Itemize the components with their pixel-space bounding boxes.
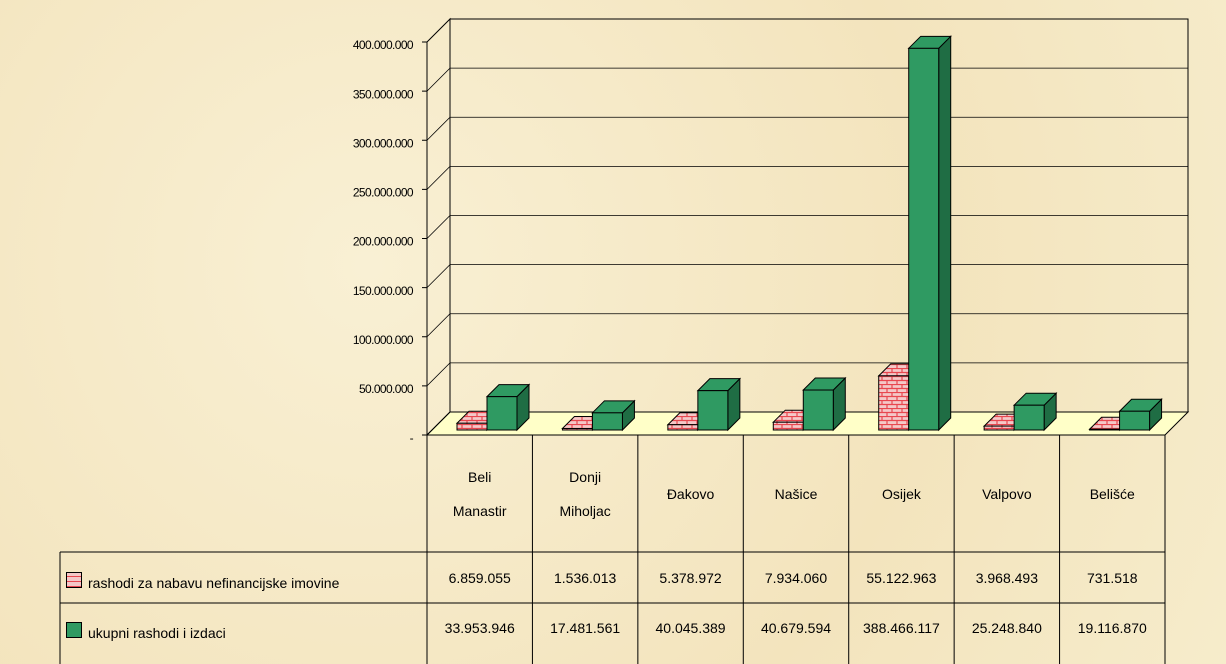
data-label: 1.536.013 bbox=[553, 569, 617, 586]
category-cell: Osijek bbox=[849, 435, 954, 552]
data-label: 3.968.493 bbox=[975, 569, 1038, 586]
value-cell: 1.536.013 bbox=[532, 552, 637, 603]
data-label: 25.248.840 bbox=[971, 620, 1042, 636]
bar-side bbox=[938, 35, 952, 432]
bar-front bbox=[1013, 404, 1045, 431]
y-tick-label: 400.000.000 bbox=[353, 38, 414, 52]
value-cell: 19.116.870 bbox=[1060, 603, 1165, 653]
y-tick-label: 150.000.000 bbox=[353, 284, 414, 298]
bar bbox=[591, 399, 636, 432]
category-cell: Našice bbox=[743, 435, 848, 552]
grid-line bbox=[426, 116, 1188, 141]
value-cell: 7.934.060 bbox=[743, 552, 848, 603]
x-tick-label: Osijek bbox=[881, 485, 921, 502]
data-label: 19.116.870 bbox=[1077, 620, 1147, 636]
bar-front bbox=[456, 422, 488, 431]
y-tick-label: 250.000.000 bbox=[353, 186, 414, 200]
value-cell: 6.859.055 bbox=[427, 552, 532, 603]
bar-front bbox=[486, 396, 518, 431]
bar-front bbox=[1119, 410, 1151, 431]
value-cell: 33.953.946 bbox=[427, 603, 532, 653]
value-cell: 40.045.389 bbox=[638, 603, 743, 653]
x-tick-label: Valpovo bbox=[982, 485, 1032, 502]
legend-label: rashodi za nabavu nefinancijske imovine bbox=[88, 575, 340, 591]
bar-front bbox=[561, 427, 593, 431]
data-label: 33.953.946 bbox=[444, 620, 515, 636]
legend-key bbox=[66, 572, 82, 588]
y-tick-label: 100.000.000 bbox=[353, 333, 414, 347]
bar-front bbox=[1089, 428, 1121, 431]
category-cell: Belišće bbox=[1060, 435, 1165, 552]
bar-front bbox=[908, 47, 940, 431]
bar bbox=[485, 383, 531, 432]
category-cell: Đakovo bbox=[638, 435, 743, 552]
y-tick-label: - bbox=[410, 431, 414, 445]
value-cell: 731.518 bbox=[1060, 552, 1165, 603]
data-label: 388.466.117 bbox=[863, 620, 940, 636]
value-cell: 17.481.561 bbox=[532, 603, 637, 653]
legend-entry: rashodi za nabavu nefinancijske imovine bbox=[60, 552, 427, 603]
category-cell: Valpovo bbox=[954, 435, 1059, 552]
bar-front bbox=[667, 424, 699, 431]
value-cell: 388.466.117 bbox=[849, 603, 954, 653]
y-tick-label: 300.000.000 bbox=[353, 136, 414, 150]
y-tick-label: 200.000.000 bbox=[353, 235, 414, 249]
category-cell: Beli Manastir bbox=[427, 435, 532, 552]
bar-front bbox=[697, 390, 729, 431]
legend-entry: ukupni rashodi i izdaci bbox=[60, 603, 427, 653]
x-tick-label: Donji Miholjac bbox=[559, 468, 611, 519]
grid-line bbox=[426, 165, 1188, 190]
value-cell: 25.248.840 bbox=[954, 603, 1059, 653]
data-label: 40.679.594 bbox=[760, 620, 832, 636]
bar-front bbox=[591, 412, 623, 431]
y-tick-label: 50.000.000 bbox=[359, 382, 414, 396]
bar bbox=[1012, 391, 1058, 432]
grid-line bbox=[426, 362, 1188, 387]
bar-front bbox=[802, 389, 834, 431]
data-label: 5.378.972 bbox=[659, 569, 722, 586]
bar-front bbox=[772, 421, 804, 431]
grid-line bbox=[426, 67, 1188, 92]
value-cell: 5.378.972 bbox=[638, 552, 743, 603]
bar bbox=[907, 35, 952, 432]
data-label: 55.122.963 bbox=[866, 569, 937, 586]
bar bbox=[1118, 398, 1163, 432]
x-tick-label: Našice bbox=[774, 485, 818, 502]
x-tick-label: Beli Manastir bbox=[452, 468, 507, 519]
legend-key bbox=[66, 622, 82, 638]
grid-line bbox=[426, 215, 1188, 239]
x-tick-label: Đakovo bbox=[666, 485, 715, 502]
data-label: 40.045.389 bbox=[655, 620, 726, 636]
value-cell: 40.679.594 bbox=[743, 603, 848, 653]
data-label: 7.934.060 bbox=[764, 569, 828, 586]
bar-front bbox=[878, 375, 910, 431]
legend-label: ukupni rashodi i izdaci bbox=[88, 625, 226, 641]
value-cell: 55.122.963 bbox=[849, 552, 954, 603]
bar bbox=[696, 377, 742, 432]
bar bbox=[802, 376, 847, 432]
category-cell: Donji Miholjac bbox=[532, 435, 637, 552]
grid-line bbox=[426, 264, 1188, 288]
value-cell: 3.968.493 bbox=[954, 552, 1059, 603]
y-tick-label: 350.000.000 bbox=[353, 87, 414, 101]
x-tick-label: Belišće bbox=[1089, 485, 1135, 502]
grid-line bbox=[426, 313, 1188, 338]
data-label: 6.859.055 bbox=[448, 569, 511, 586]
data-label: 17.481.561 bbox=[550, 620, 621, 636]
data-label: 731.518 bbox=[1086, 569, 1138, 586]
bar-front bbox=[983, 425, 1015, 431]
